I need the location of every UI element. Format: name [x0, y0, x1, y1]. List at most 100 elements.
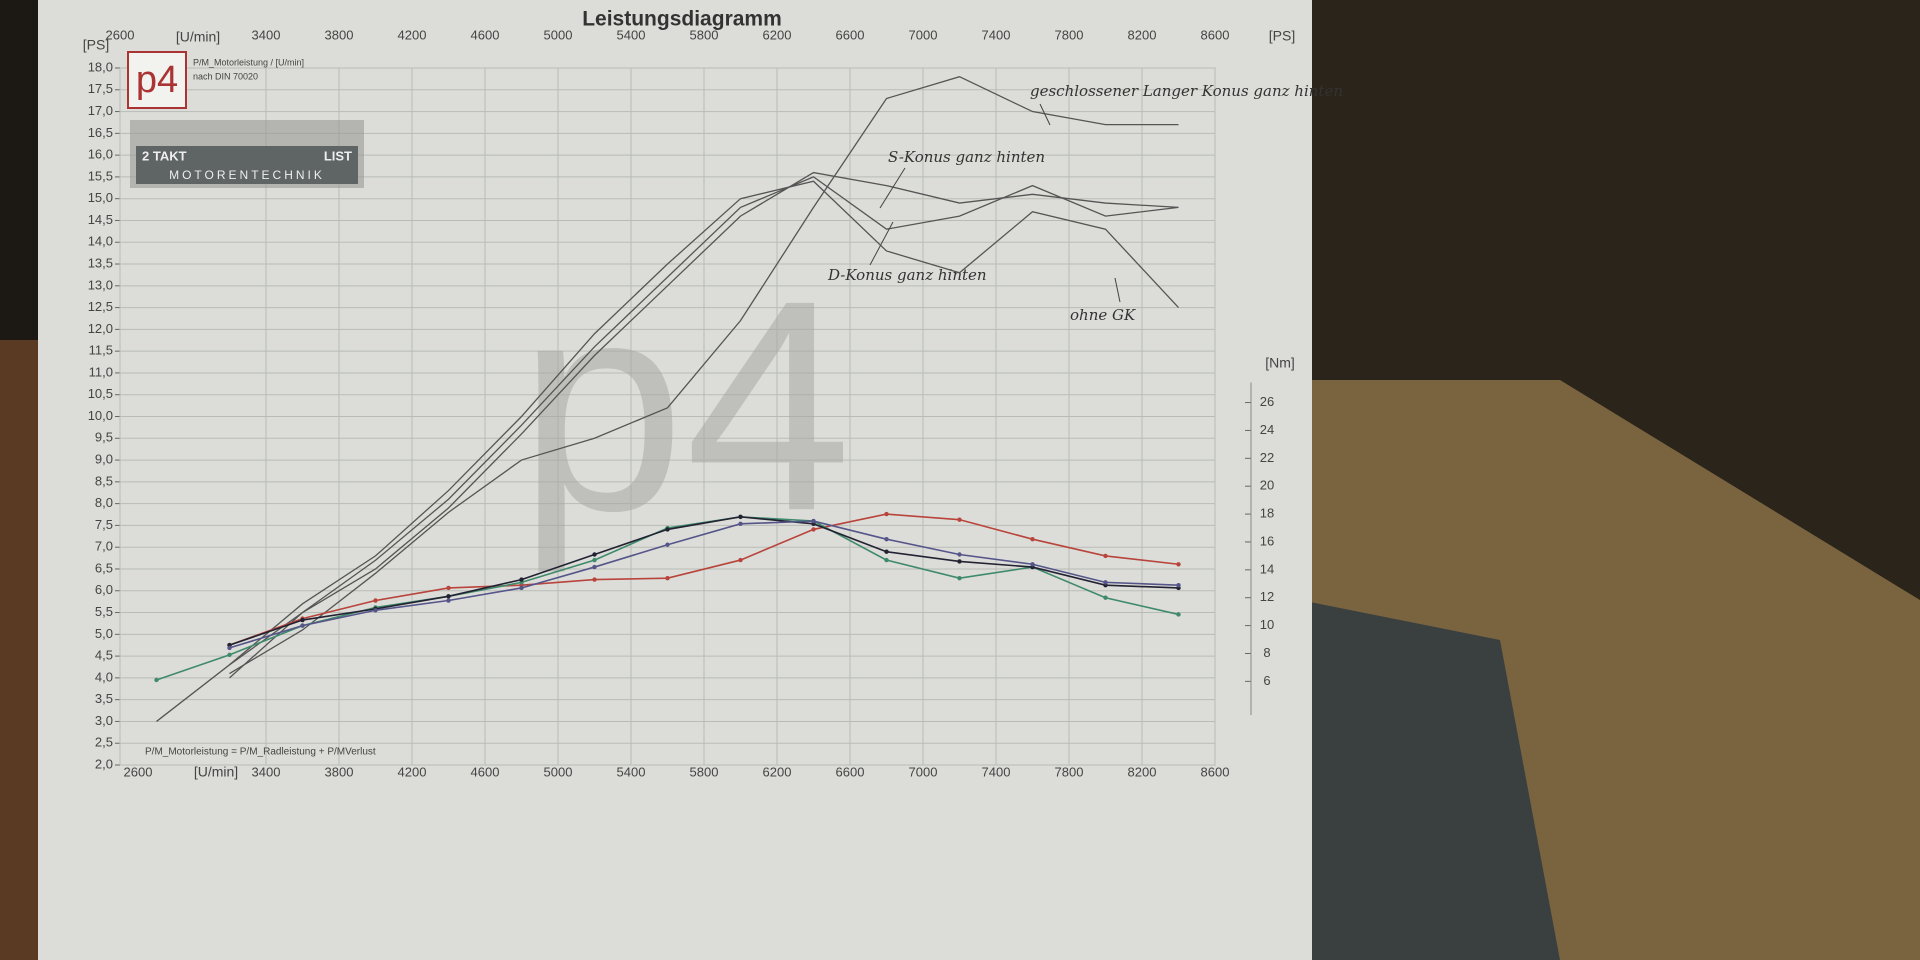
- series-line: [156, 171, 1179, 722]
- x-axis-label-bottom: [U/min]: [194, 764, 238, 780]
- x-axis-label-top: [U/min]: [176, 29, 220, 45]
- x-tick-label-top: 5000: [544, 27, 573, 42]
- y-tick-label: 13,0: [88, 277, 113, 292]
- y2-tick-label: 24: [1260, 422, 1274, 437]
- series-line: [229, 76, 1179, 675]
- data-point: [957, 559, 962, 564]
- data-point: [738, 557, 743, 563]
- data-point: [227, 645, 232, 651]
- y-tick-label: 11,5: [89, 343, 113, 358]
- data-point: [446, 585, 451, 591]
- y-tick-label: 17,0: [88, 103, 113, 118]
- data-point: [1030, 562, 1035, 567]
- x-tick-label-bottom: 7400: [982, 764, 1011, 779]
- y2-tick-label: 20: [1260, 478, 1274, 493]
- data-point: [1103, 580, 1108, 585]
- data-point: [811, 527, 816, 532]
- y-tick-label: 12,0: [88, 321, 113, 336]
- y-tick-label: 3,5: [95, 691, 113, 706]
- data-point: [738, 514, 743, 520]
- x-tick-label-top: 8600: [1201, 27, 1230, 42]
- data-point: [1176, 582, 1181, 588]
- y-tick-label: 15,0: [88, 190, 113, 205]
- x-tick-label-top: 6600: [836, 27, 865, 42]
- data-point: [1103, 553, 1108, 559]
- y-tick-label: 5,5: [95, 604, 113, 619]
- data-point: [519, 585, 524, 591]
- data-point: [957, 552, 962, 557]
- annotation-leader: [869, 221, 894, 266]
- y-tick-label: 8,5: [95, 473, 113, 488]
- y-tick-label: 4,5: [95, 648, 113, 663]
- grid: 2,0 2,5 3,0 3,5 4,0 4,5 5,0 5,5 6,0 6,5 7,0 7,5 8,0 8…: [88, 27, 1275, 779]
- x-tick-label-bottom: 7000: [909, 764, 938, 779]
- y-tick-label: 12,5: [88, 299, 113, 314]
- x-tick-label-bottom: 6200: [763, 764, 792, 779]
- y2-tick-label: 26: [1260, 394, 1274, 409]
- annotation: D-Konus ganz hinten: [827, 266, 987, 284]
- y-tick-label: 10,0: [88, 408, 113, 423]
- subtitle: nach DIN 70020: [193, 71, 258, 81]
- y-axis-label: [PS]: [83, 37, 109, 53]
- y-tick-label: 10,5: [88, 386, 113, 401]
- y-tick-label: 13,5: [88, 255, 113, 270]
- x-tick-label-bottom: 5800: [690, 764, 719, 779]
- annotation: ohne GK: [1070, 306, 1136, 324]
- series-line: [229, 176, 1179, 679]
- badge-text: MOTORENTECHNIK: [169, 168, 325, 182]
- data-point: [592, 564, 597, 570]
- data-point: [1176, 562, 1181, 567]
- data-point: [665, 527, 670, 532]
- y2-axis-label: [Nm]: [1265, 355, 1295, 371]
- photo-cloth: [1300, 600, 1560, 960]
- data-point: [446, 598, 451, 603]
- data-point: [884, 536, 889, 542]
- data-point: [592, 577, 597, 582]
- x-tick-label-bottom: 4200: [398, 764, 427, 779]
- y-tick-label: 7,0: [95, 539, 113, 554]
- y-tick-label: 2,5: [95, 735, 113, 750]
- data-point: [1030, 536, 1035, 542]
- data-point: [154, 677, 159, 683]
- x-tick-label-top: 2600: [106, 27, 135, 42]
- x-tick-label-top: 6200: [763, 27, 792, 42]
- y2-tick-label: 14: [1260, 561, 1274, 576]
- data-point: [665, 542, 670, 547]
- y2-tick-label: 8: [1263, 645, 1270, 660]
- y2-tick-label: 6: [1263, 673, 1270, 688]
- logo: p4: [136, 59, 178, 101]
- photo-table: [0, 340, 40, 960]
- x-tick-label-bottom: 4600: [471, 764, 500, 779]
- plot: geschlossener Langer Konus ganz hinten S-…: [154, 76, 1343, 722]
- x-tick-label-top: 8200: [1128, 27, 1157, 42]
- data-point: [957, 576, 962, 581]
- y-tick-label: 2,0: [95, 756, 113, 771]
- chart-title: Leistungsdiagramm: [582, 8, 782, 31]
- y-axis-label-right: [PS]: [1269, 28, 1295, 44]
- x-tick-label-bottom: 8600: [1201, 764, 1230, 779]
- y-tick-label: 3,0: [95, 713, 113, 728]
- x-tick-label-bottom: 2600: [124, 764, 153, 779]
- series-line: [229, 516, 1179, 646]
- x-tick-label-top: 4600: [471, 27, 500, 42]
- x-tick-label-top: 3400: [252, 27, 281, 42]
- y-tick-label: 11,0: [89, 364, 113, 379]
- y-tick-label: 18,0: [88, 59, 113, 74]
- footer-note: P/M_Motorleistung = P/M_Radleistung + P/…: [145, 747, 376, 758]
- y2-tick-label: 10: [1260, 617, 1274, 632]
- y2-tick-label: 18: [1260, 506, 1274, 521]
- y-tick-label: 9,0: [95, 452, 113, 467]
- data-point: [811, 518, 816, 524]
- x-tick-label-bottom: 6600: [836, 764, 865, 779]
- x-tick-label-top: 3800: [325, 27, 354, 42]
- data-point: [1103, 595, 1108, 600]
- y2-tick-label: 12: [1260, 589, 1274, 604]
- data-point: [957, 517, 962, 522]
- x-tick-label-top: 5800: [690, 27, 719, 42]
- x-tick-label-top: 5400: [617, 27, 646, 42]
- y2-tick-label: 22: [1260, 450, 1274, 465]
- data-point: [300, 623, 305, 628]
- y-tick-label: 16,0: [88, 147, 113, 162]
